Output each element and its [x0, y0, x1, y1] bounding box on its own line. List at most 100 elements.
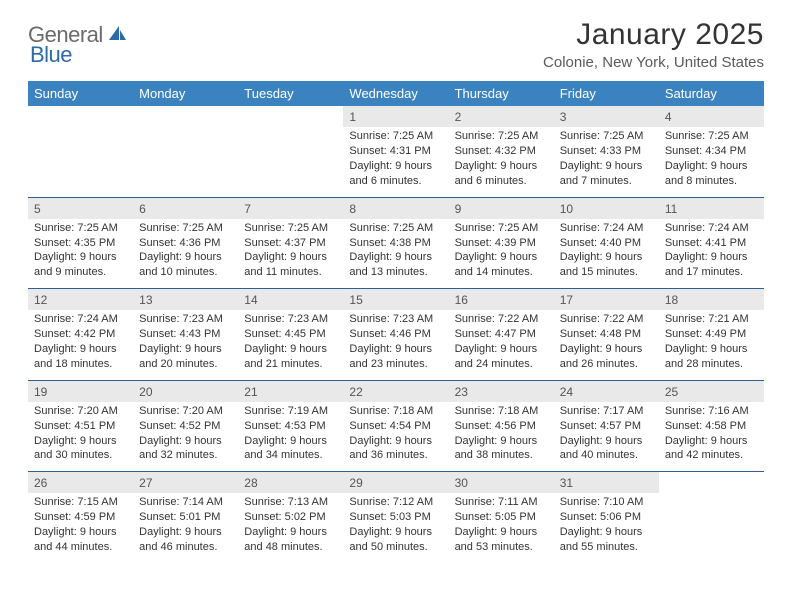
day-info-cell: Sunrise: 7:15 AMSunset: 4:59 PMDaylight:…: [28, 493, 133, 562]
day-info-cell: Sunrise: 7:11 AMSunset: 5:05 PMDaylight:…: [449, 493, 554, 562]
day-info-cell: Sunrise: 7:21 AMSunset: 4:49 PMDaylight:…: [659, 310, 764, 380]
day-number-cell: 6: [133, 197, 238, 219]
day-header: Saturday: [659, 81, 764, 106]
info-row: Sunrise: 7:20 AMSunset: 4:51 PMDaylight:…: [28, 402, 764, 472]
day-info-cell: Sunrise: 7:25 AMSunset: 4:33 PMDaylight:…: [554, 127, 659, 197]
day-info-cell: [28, 127, 133, 197]
day-info-line: and 7 minutes.: [560, 174, 653, 189]
day-info-line: Sunset: 4:52 PM: [139, 419, 232, 434]
day-header: Wednesday: [343, 81, 448, 106]
day-info-cell: Sunrise: 7:25 AMSunset: 4:31 PMDaylight:…: [343, 127, 448, 197]
day-info-line: Daylight: 9 hours: [455, 525, 548, 540]
day-number-cell: 16: [449, 289, 554, 311]
day-info-line: and 10 minutes.: [139, 265, 232, 280]
day-info-line: Sunrise: 7:22 AM: [455, 312, 548, 327]
day-info-line: Sunrise: 7:25 AM: [455, 129, 548, 144]
day-number-cell: 3: [554, 106, 659, 127]
day-info-line: and 38 minutes.: [455, 448, 548, 463]
day-info-line: and 30 minutes.: [34, 448, 127, 463]
day-number-cell: 5: [28, 197, 133, 219]
day-info-line: and 23 minutes.: [349, 357, 442, 372]
day-info-line: Daylight: 9 hours: [665, 434, 758, 449]
day-info-line: Sunset: 4:31 PM: [349, 144, 442, 159]
day-info-cell: Sunrise: 7:25 AMSunset: 4:38 PMDaylight:…: [343, 219, 448, 289]
day-info-cell: Sunrise: 7:18 AMSunset: 4:56 PMDaylight:…: [449, 402, 554, 472]
day-info-line: Daylight: 9 hours: [349, 525, 442, 540]
day-info-cell: Sunrise: 7:12 AMSunset: 5:03 PMDaylight:…: [343, 493, 448, 562]
day-number-cell: 29: [343, 472, 448, 494]
day-info-line: and 17 minutes.: [665, 265, 758, 280]
day-info-line: and 28 minutes.: [665, 357, 758, 372]
day-info-line: Daylight: 9 hours: [665, 342, 758, 357]
day-info-line: and 42 minutes.: [665, 448, 758, 463]
day-info-line: Daylight: 9 hours: [665, 250, 758, 265]
day-info-line: Sunrise: 7:22 AM: [560, 312, 653, 327]
day-info-line: Sunrise: 7:25 AM: [665, 129, 758, 144]
day-info-line: Daylight: 9 hours: [34, 342, 127, 357]
day-info-line: Sunset: 4:40 PM: [560, 236, 653, 251]
day-header: Sunday: [28, 81, 133, 106]
day-info-line: Daylight: 9 hours: [139, 342, 232, 357]
calendar-header-row: SundayMondayTuesdayWednesdayThursdayFrid…: [28, 81, 764, 106]
day-info-line: Sunset: 4:54 PM: [349, 419, 442, 434]
day-info-cell: Sunrise: 7:18 AMSunset: 4:54 PMDaylight:…: [343, 402, 448, 472]
day-info-line: Daylight: 9 hours: [349, 342, 442, 357]
title-block: January 2025 Colonie, New York, United S…: [543, 18, 764, 71]
day-info-line: Sunset: 4:53 PM: [244, 419, 337, 434]
day-number-cell: 21: [238, 380, 343, 402]
day-info-line: Daylight: 9 hours: [244, 525, 337, 540]
day-number-cell: 23: [449, 380, 554, 402]
day-info-line: Sunset: 4:43 PM: [139, 327, 232, 342]
logo-text-blue-wrap: Blue: [32, 42, 72, 68]
day-info-line: Sunset: 4:39 PM: [455, 236, 548, 251]
day-info-line: Sunset: 4:38 PM: [349, 236, 442, 251]
month-title: January 2025: [543, 18, 764, 52]
day-info-cell: Sunrise: 7:19 AMSunset: 4:53 PMDaylight:…: [238, 402, 343, 472]
day-info-cell: Sunrise: 7:13 AMSunset: 5:02 PMDaylight:…: [238, 493, 343, 562]
day-info-line: Sunrise: 7:25 AM: [244, 221, 337, 236]
day-info-line: Sunset: 4:36 PM: [139, 236, 232, 251]
day-info-cell: [133, 127, 238, 197]
day-number-cell: 1: [343, 106, 448, 127]
day-info-line: Sunset: 4:35 PM: [34, 236, 127, 251]
day-info-line: Sunrise: 7:21 AM: [665, 312, 758, 327]
info-row: Sunrise: 7:25 AM Sunset: 4:35 PM Daylight:…: [28, 219, 764, 289]
day-info-line: Daylight: 9 hours: [244, 342, 337, 357]
day-number-cell: 14: [238, 289, 343, 311]
day-info-line: Sunrise: 7:23 AM: [139, 312, 232, 327]
day-info-cell: Sunrise: 7:25 AMSunset: 4:34 PMDaylight:…: [659, 127, 764, 197]
day-number-cell: 17: [554, 289, 659, 311]
day-info-line: and 14 minutes.: [455, 265, 548, 280]
day-number-cell: 26: [28, 472, 133, 494]
day-info-line: Sunrise: 7:25 AM: [560, 129, 653, 144]
day-info-cell: Sunrise: 7:24 AMSunset: 4:40 PMDaylight:…: [554, 219, 659, 289]
day-info-line: Daylight: 9 hours: [560, 342, 653, 357]
day-info-line: Daylight: 9 hours: [139, 525, 232, 540]
day-info-line: Sunrise: 7:18 AM: [455, 404, 548, 419]
day-info-cell: Sunrise: 7:22 AMSunset: 4:48 PMDaylight:…: [554, 310, 659, 380]
day-info-cell: Sunrise: 7:25 AMSunset: 4:37 PMDaylight:…: [238, 219, 343, 289]
day-info-line: Daylight: 9 hours: [665, 159, 758, 174]
day-info-line: Sunrise: 7:19 AM: [244, 404, 337, 419]
day-info-line: and 18 minutes.: [34, 357, 127, 372]
calendar-body: 1234Sunrise: 7:25 AMSunset: 4:31 PMDayli…: [28, 106, 764, 563]
day-number-cell: 28: [238, 472, 343, 494]
day-info-line: Sunset: 4:34 PM: [665, 144, 758, 159]
info-row: Sunrise: 7:15 AMSunset: 4:59 PMDaylight:…: [28, 493, 764, 562]
day-info-cell: Sunrise: 7:20 AMSunset: 4:52 PMDaylight:…: [133, 402, 238, 472]
day-info-line: and 24 minutes.: [455, 357, 548, 372]
day-info-line: Sunset: 4:33 PM: [560, 144, 653, 159]
day-info-line: Sunset: 4:37 PM: [244, 236, 337, 251]
day-number-cell: 7: [238, 197, 343, 219]
day-info-line: and 26 minutes.: [560, 357, 653, 372]
day-info-line: and 6 minutes.: [349, 174, 442, 189]
day-info-line: Daylight: 9 hours: [560, 525, 653, 540]
day-info-line: and 46 minutes.: [139, 540, 232, 555]
day-info-cell: Sunrise: 7:24 AMSunset: 4:41 PMDaylight:…: [659, 219, 764, 289]
day-info-cell: Sunrise: 7:23 AMSunset: 4:45 PMDaylight:…: [238, 310, 343, 380]
day-number-cell: 11: [659, 197, 764, 219]
day-number-cell: 20: [133, 380, 238, 402]
day-info-line: Sunrise: 7:24 AM: [560, 221, 653, 236]
day-info-line: Daylight: 9 hours: [349, 159, 442, 174]
day-info-line: Sunset: 4:49 PM: [665, 327, 758, 342]
